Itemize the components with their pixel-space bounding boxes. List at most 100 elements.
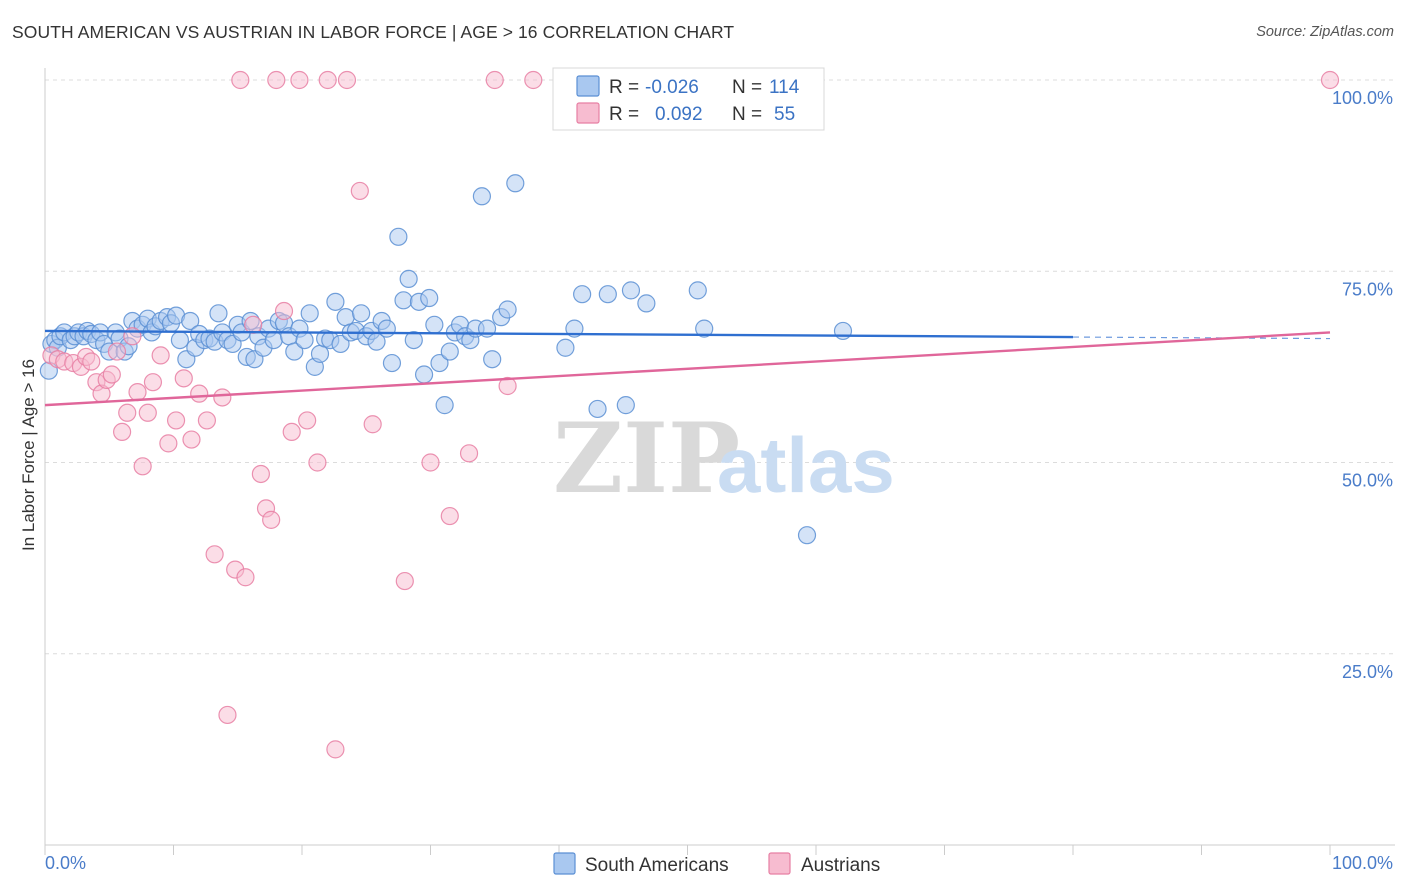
point-south-american-73: [382, 353, 402, 373]
point-south-american-82: [430, 353, 449, 373]
chart-title: SOUTH AMERICAN VS AUSTRIAN IN LABOR FORC…: [12, 22, 735, 42]
point-austrian-45: [350, 181, 369, 201]
trend-line-south-americans: [44, 329, 1074, 339]
point-austrian-25: [197, 411, 217, 430]
point-south-american-83: [435, 396, 454, 415]
point-south-american-77: [404, 331, 423, 350]
y-axis-label: In Labor Force | Age > 16: [19, 359, 38, 551]
trend-line-austrians: [44, 331, 1331, 407]
point-south-american-75: [394, 291, 413, 310]
point-south-american-101: [616, 396, 635, 415]
point-austrian-38: [282, 422, 301, 441]
point-austrian-26: [205, 545, 224, 564]
point-south-american-54: [285, 342, 304, 361]
point-austrian-44: [337, 70, 357, 90]
legend-r-label-2: R =: [609, 104, 639, 125]
x-tick-label-0: 0.0%: [45, 853, 86, 873]
point-south-american-38: [209, 304, 228, 323]
y-tick-label-3: 100.0%: [1332, 88, 1393, 108]
point-austrian-52: [498, 376, 517, 396]
point-austrian-42: [318, 70, 337, 90]
point-austrian-22: [174, 369, 193, 388]
point-south-american-74: [389, 227, 408, 246]
point-austrian-18: [143, 373, 163, 392]
legend-r-value-2: 0.092: [655, 104, 703, 125]
point-south-american-80: [420, 288, 439, 308]
point-south-american-72: [377, 319, 396, 338]
point-south-american-104: [688, 281, 707, 300]
point-austrian-20: [159, 434, 178, 453]
bottom-legend-swatch-austrians: [768, 852, 791, 875]
series-austrians: [42, 70, 1340, 759]
trend-lines: [44, 329, 1331, 407]
point-austrian-49: [440, 506, 459, 526]
point-austrian-36: [267, 70, 286, 90]
point-austrian-23: [182, 430, 201, 449]
point-south-american-67: [352, 304, 371, 323]
bottom-legend: South Americans Austrians: [553, 852, 880, 876]
point-austrian-50: [459, 444, 479, 463]
legend-swatch-south-americans: [576, 75, 600, 97]
point-south-american-103: [637, 294, 656, 313]
point-austrian-16: [133, 457, 152, 476]
point-austrian-30: [231, 70, 250, 90]
point-austrian-33: [251, 464, 270, 484]
bottom-legend-swatch-south-americans: [553, 852, 576, 875]
point-austrian-39: [290, 70, 309, 90]
point-south-american-95: [506, 174, 525, 193]
legend-n-value-2: 55: [774, 104, 795, 125]
point-austrian-13: [118, 403, 137, 422]
point-austrian-10: [102, 365, 121, 384]
point-austrian-51: [485, 70, 504, 90]
point-austrian-46: [363, 415, 382, 434]
bottom-legend-label-south-americans: South Americans: [585, 855, 729, 876]
point-austrian-11: [107, 342, 127, 361]
x-tick-labels: 0.0% 100.0%: [45, 853, 1393, 873]
y-tick-label-2: 75.0%: [1342, 279, 1393, 299]
point-austrian-43: [326, 740, 345, 759]
watermark-atlas: atlas: [717, 421, 895, 509]
point-south-american-106: [797, 526, 817, 545]
legend-r-label-1: R =: [609, 77, 639, 98]
point-austrian-53: [524, 70, 543, 90]
point-austrian-54: [1320, 70, 1340, 90]
point-south-american-63: [331, 334, 350, 354]
axes: [44, 68, 1395, 855]
legend-r-value-1: -0.026: [645, 77, 699, 98]
point-south-american-102: [621, 281, 641, 300]
point-austrian-19: [151, 346, 170, 365]
trend-line-extension-south-americans: [1072, 336, 1331, 340]
point-south-american-96: [556, 338, 575, 357]
point-austrian-24: [190, 384, 209, 403]
source-label: Source: ZipAtlas.com: [1256, 24, 1394, 40]
point-austrian-15: [128, 383, 147, 402]
point-south-american-32: [181, 311, 200, 331]
point-south-american-81: [425, 315, 444, 334]
point-south-american-50: [264, 331, 283, 350]
point-south-american-99: [588, 399, 607, 419]
point-south-american-30: [170, 331, 190, 350]
point-south-american-57: [300, 304, 319, 323]
point-austrian-21: [166, 411, 186, 430]
watermark: ZIP atlas: [553, 402, 895, 515]
point-south-american-90: [472, 187, 491, 206]
point-austrian-41: [308, 453, 327, 472]
point-south-american-76: [399, 269, 418, 288]
point-south-american-98: [573, 285, 592, 304]
point-austrian-40: [298, 411, 317, 430]
legend-swatch-austrians: [576, 102, 600, 124]
point-south-american-92: [483, 350, 502, 369]
bottom-legend-label-austrians: Austrians: [801, 855, 880, 876]
watermark-zip: ZIP: [553, 402, 740, 515]
point-austrian-17: [138, 403, 157, 422]
point-austrian-37: [274, 301, 294, 321]
point-south-american-100: [598, 285, 617, 304]
legend-n-label-1: N =: [732, 77, 762, 98]
legend: R = -0.026 N = 114 R = 0.092 N = 55: [552, 67, 825, 131]
y-tick-label-0: 25.0%: [1342, 662, 1393, 682]
y-tick-label-1: 50.0%: [1342, 471, 1393, 491]
point-austrian-31: [236, 568, 255, 587]
legend-n-value-1: 114: [769, 77, 800, 98]
point-austrian-48: [421, 453, 440, 472]
